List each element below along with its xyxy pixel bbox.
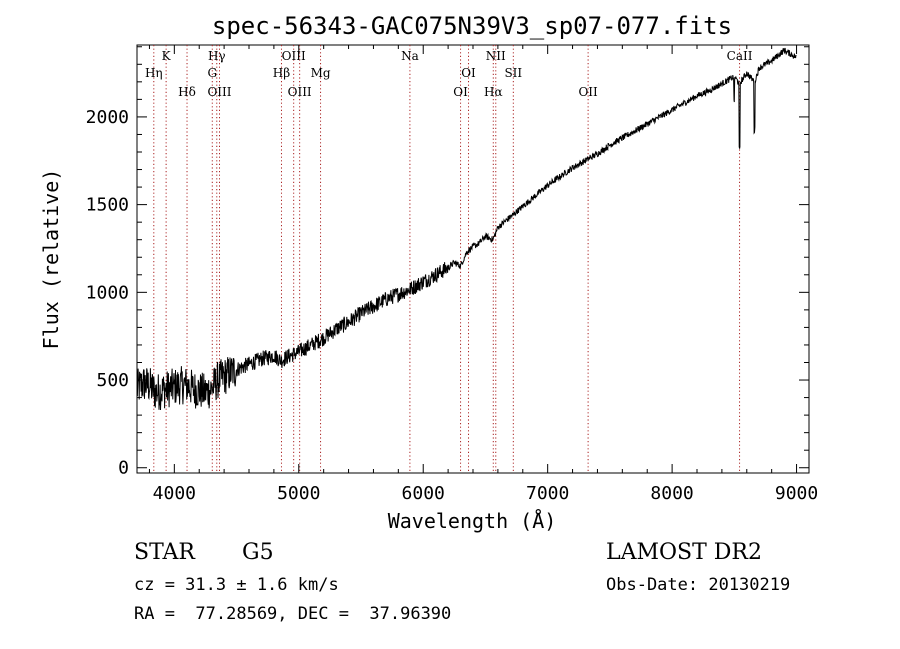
axis-ticks: 4000 5000 6000 7000 8000 9000 0 500 1000 1500 2000 bbox=[86, 45, 818, 504]
object-type: STAR bbox=[134, 540, 195, 565]
line-label: OIII bbox=[207, 85, 231, 99]
y-tick-label: 1500 bbox=[86, 195, 129, 216]
x-axis-label: Wavelength (Å) bbox=[388, 509, 557, 533]
y-tick-label: 2000 bbox=[86, 107, 129, 128]
survey-name: LAMOST DR2 bbox=[606, 540, 762, 565]
spectral-subclass: G5 bbox=[242, 540, 274, 565]
line-label: OIII bbox=[288, 85, 312, 99]
x-tick-label: 4000 bbox=[153, 483, 196, 504]
x-tick-label: 7000 bbox=[526, 483, 569, 504]
line-label: G bbox=[207, 66, 217, 80]
line-label: Mg bbox=[311, 66, 331, 80]
line-label: OI bbox=[453, 85, 468, 99]
line-label: Hγ bbox=[208, 49, 226, 63]
y-tick-label: 1000 bbox=[86, 282, 129, 303]
x-tick-label: 5000 bbox=[277, 483, 320, 504]
line-label: Hβ bbox=[273, 66, 290, 80]
line-label: NII bbox=[486, 49, 506, 63]
line-label: OI bbox=[461, 66, 476, 80]
line-label: Hδ bbox=[178, 85, 196, 99]
line-label: SII bbox=[504, 66, 522, 80]
observation-date: Obs-Date: 20130219 bbox=[606, 575, 791, 595]
line-label: Hη bbox=[145, 66, 163, 80]
x-tick-label: 6000 bbox=[402, 483, 445, 504]
x-tick-label: 9000 bbox=[775, 483, 818, 504]
line-label: K bbox=[162, 49, 172, 63]
coordinates: RA = 77.28569, DEC = 37.96390 bbox=[134, 604, 452, 624]
y-tick-label: 0 bbox=[118, 458, 129, 479]
flux-series bbox=[136, 47, 797, 411]
line-label: CaII bbox=[727, 49, 753, 63]
y-axis-label: Flux (relative) bbox=[39, 169, 63, 350]
line-label: OII bbox=[578, 85, 598, 99]
chart-title: spec-56343-GAC075N39V3_sp07-077.fits bbox=[212, 12, 732, 40]
line-label: Na bbox=[401, 49, 419, 63]
redshift-velocity: cz = 31.3 ± 1.6 km/s bbox=[134, 575, 339, 595]
spectrum-line bbox=[136, 47, 797, 411]
line-label: OIII bbox=[282, 49, 306, 63]
x-tick-label: 8000 bbox=[650, 483, 693, 504]
y-tick-label: 500 bbox=[96, 370, 129, 391]
plot-frame bbox=[136, 44, 810, 474]
line-label: Hα bbox=[484, 85, 503, 99]
